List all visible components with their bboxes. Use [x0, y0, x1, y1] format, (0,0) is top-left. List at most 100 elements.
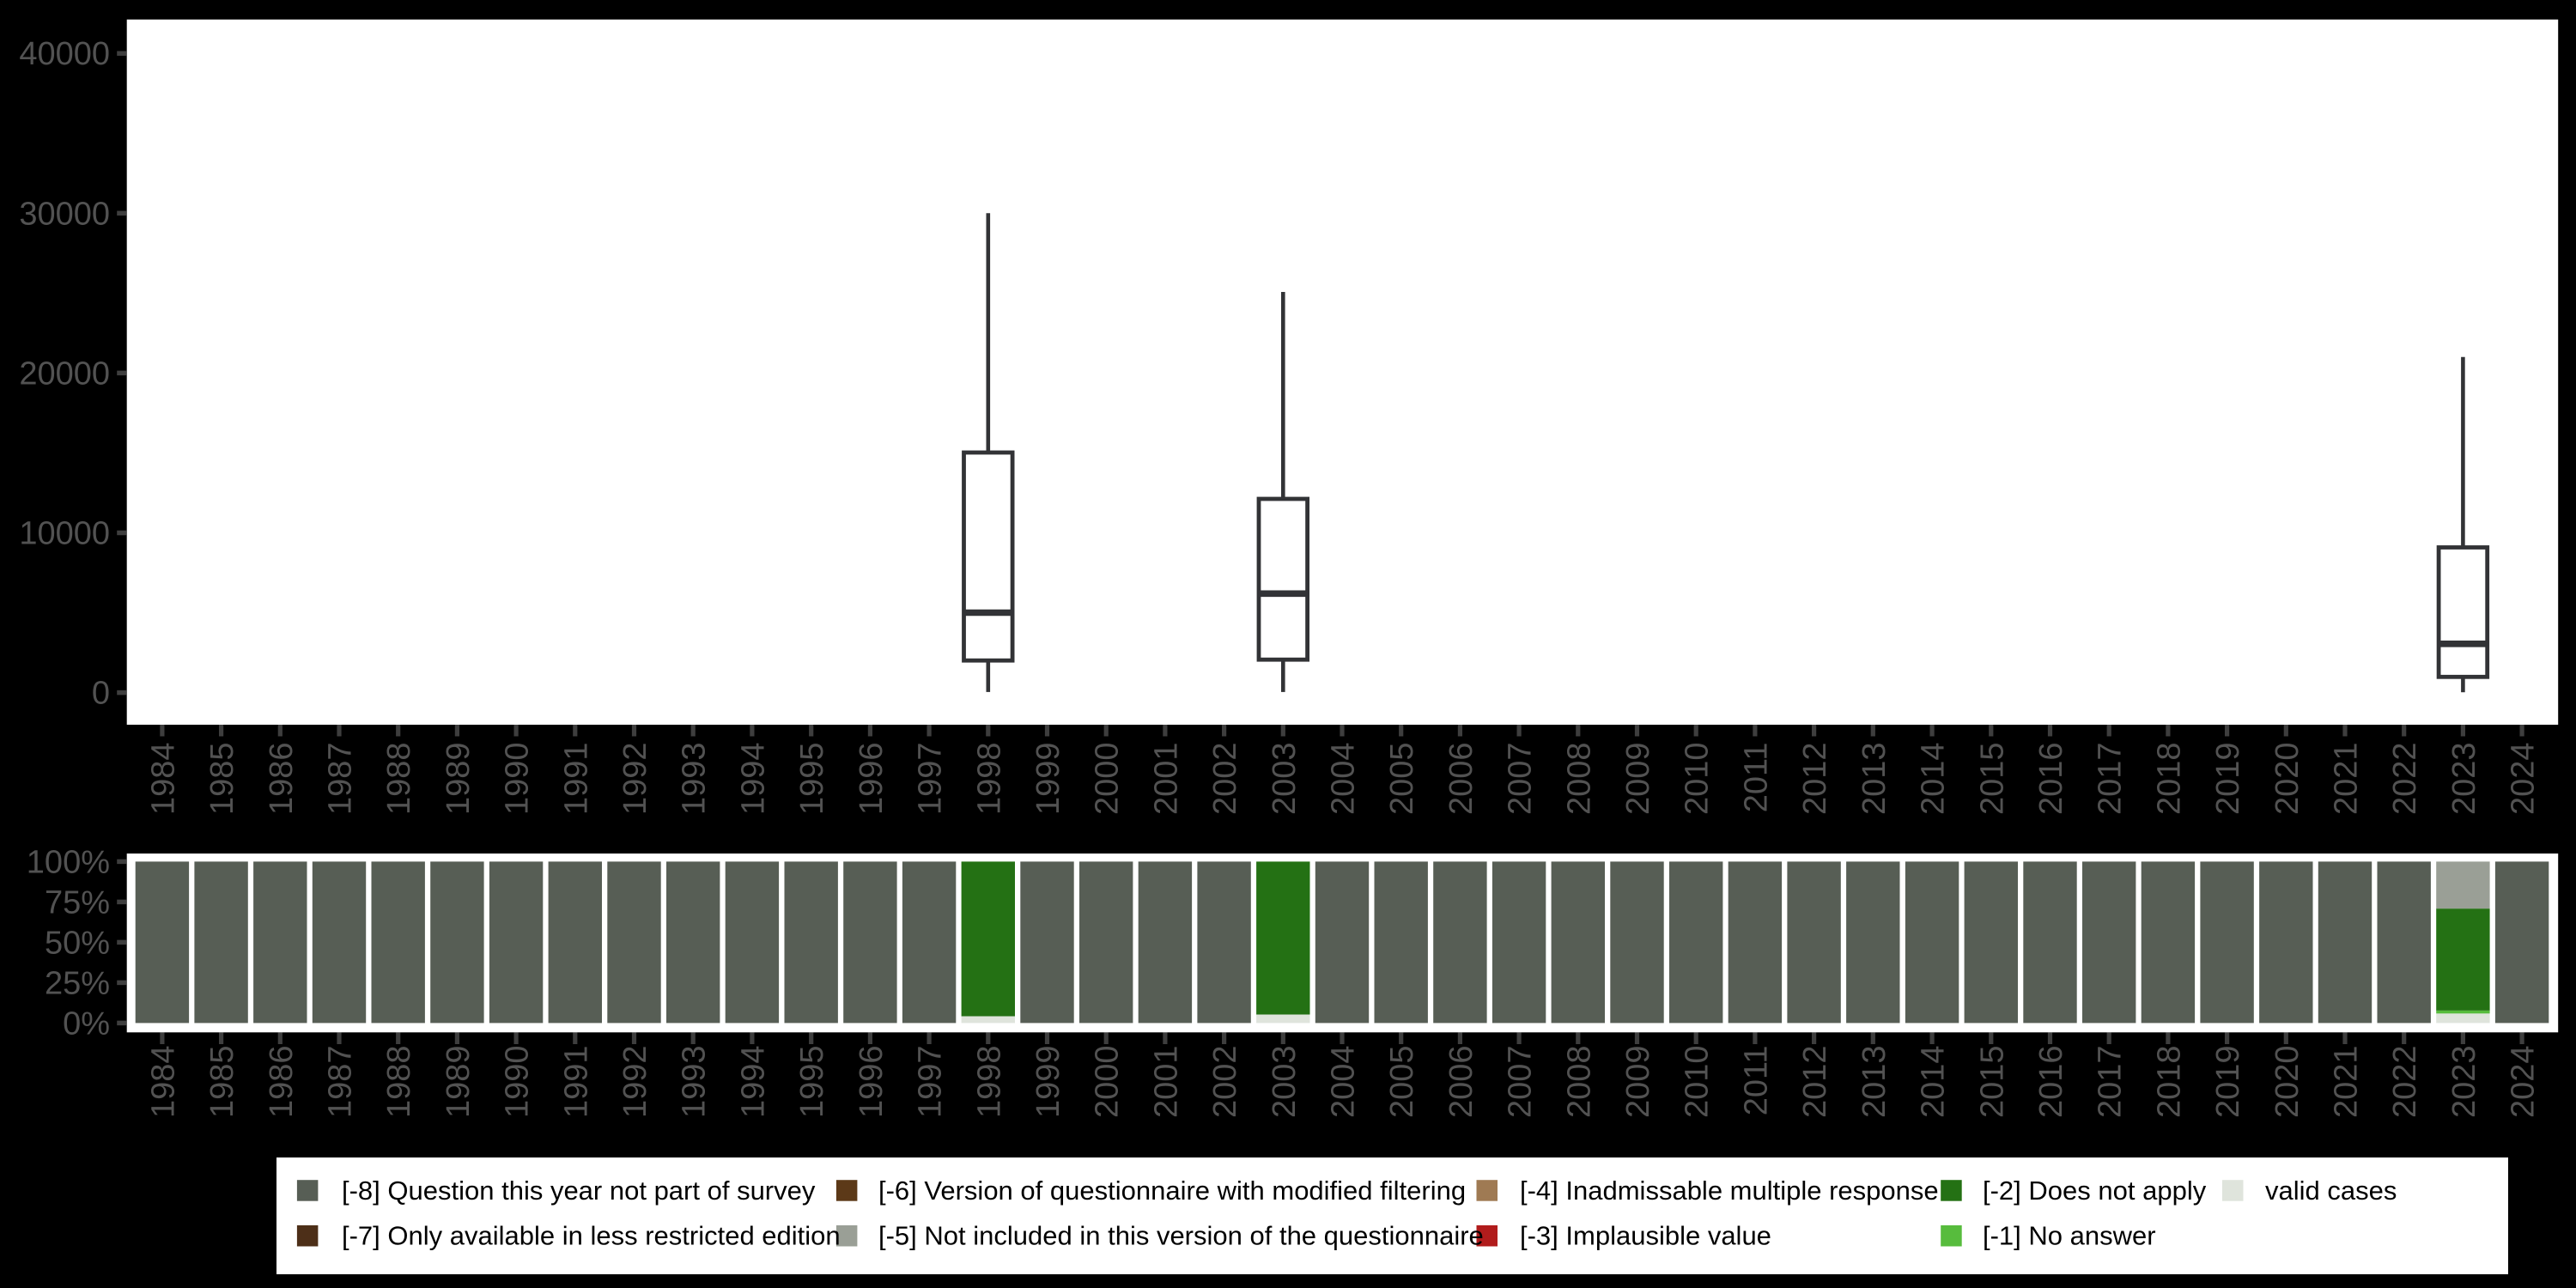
svg-text:2015: 2015 — [1974, 1046, 2010, 1119]
svg-text:1990: 1990 — [500, 1046, 536, 1119]
svg-text:2017: 2017 — [2093, 1046, 2129, 1119]
svg-text:[-6] Version of questionnaire: [-6] Version of questionnaire with modif… — [878, 1176, 1466, 1206]
svg-text:2020: 2020 — [2269, 743, 2306, 816]
svg-text:[-4] Inadmissable multiple res: [-4] Inadmissable multiple response — [1520, 1176, 1939, 1206]
svg-text:50%: 50% — [45, 925, 110, 961]
svg-text:2010: 2010 — [1680, 1046, 1716, 1119]
svg-text:2011: 2011 — [1738, 743, 1774, 813]
svg-text:1993: 1993 — [677, 743, 713, 816]
svg-text:2018: 2018 — [2151, 743, 2187, 816]
svg-text:valid cases: valid cases — [2265, 1176, 2397, 1206]
svg-text:2021: 2021 — [2329, 1046, 2365, 1119]
svg-text:0%: 0% — [63, 1005, 110, 1042]
svg-text:2006: 2006 — [1443, 743, 1479, 816]
svg-text:2011: 2011 — [1738, 1046, 1774, 1116]
svg-text:1998: 1998 — [971, 743, 1007, 816]
svg-text:2008: 2008 — [1561, 743, 1597, 816]
svg-text:2019: 2019 — [2210, 1046, 2246, 1119]
svg-text:2016: 2016 — [2033, 743, 2069, 816]
svg-text:2015: 2015 — [1974, 743, 2010, 816]
svg-text:2012: 2012 — [1797, 1046, 1833, 1119]
svg-text:[-5] Not included in this vers: [-5] Not included in this version of the… — [878, 1221, 1484, 1251]
svg-text:2009: 2009 — [1620, 1046, 1656, 1119]
svg-text:2024: 2024 — [2506, 743, 2542, 816]
svg-text:1995: 1995 — [794, 1046, 830, 1119]
svg-text:1997: 1997 — [913, 743, 949, 816]
svg-text:1994: 1994 — [735, 1046, 771, 1119]
svg-text:[-7] Only available in less re: [-7] Only available in less restricted e… — [342, 1221, 841, 1251]
svg-text:1988: 1988 — [381, 1046, 417, 1119]
svg-text:1984: 1984 — [145, 1046, 181, 1119]
svg-text:[-8] Question this year not pa: [-8] Question this year not part of surv… — [342, 1176, 816, 1206]
svg-text:1991: 1991 — [558, 743, 594, 816]
svg-text:2007: 2007 — [1503, 743, 1539, 816]
svg-text:2019: 2019 — [2210, 743, 2246, 816]
svg-text:1999: 1999 — [1030, 743, 1066, 816]
svg-text:2022: 2022 — [2387, 1046, 2423, 1119]
svg-text:10000: 10000 — [19, 516, 110, 552]
svg-text:2009: 2009 — [1620, 743, 1656, 816]
svg-text:2022: 2022 — [2387, 743, 2423, 816]
svg-text:1996: 1996 — [854, 1046, 890, 1119]
svg-text:1993: 1993 — [677, 1046, 713, 1119]
svg-text:1984: 1984 — [145, 743, 181, 816]
svg-text:2023: 2023 — [2446, 743, 2482, 816]
svg-text:1988: 1988 — [381, 743, 417, 816]
svg-text:20000: 20000 — [19, 355, 110, 392]
svg-text:1985: 1985 — [204, 1046, 240, 1119]
svg-text:1998: 1998 — [971, 1046, 1007, 1119]
svg-text:2007: 2007 — [1503, 1046, 1539, 1119]
svg-text:1987: 1987 — [323, 743, 359, 816]
svg-text:2003: 2003 — [1267, 1046, 1303, 1119]
svg-text:1992: 1992 — [617, 743, 653, 816]
svg-text:2006: 2006 — [1443, 1046, 1479, 1119]
svg-text:30000: 30000 — [19, 196, 110, 232]
svg-text:2002: 2002 — [1207, 1046, 1243, 1119]
svg-text:1986: 1986 — [264, 1046, 300, 1119]
svg-text:2013: 2013 — [1856, 743, 1893, 816]
svg-text:2000: 2000 — [1090, 1046, 1126, 1119]
svg-text:2020: 2020 — [2269, 1046, 2306, 1119]
svg-text:2014: 2014 — [1916, 1046, 1952, 1119]
svg-text:1999: 1999 — [1030, 1046, 1066, 1119]
svg-text:40000: 40000 — [19, 36, 110, 72]
svg-text:[-2] Does not apply: [-2] Does not apply — [1983, 1176, 2207, 1206]
svg-text:2012: 2012 — [1797, 743, 1833, 816]
svg-text:1987: 1987 — [323, 1046, 359, 1119]
svg-text:2004: 2004 — [1326, 743, 1362, 816]
svg-text:1995: 1995 — [794, 742, 830, 815]
svg-text:2010: 2010 — [1680, 743, 1716, 816]
svg-text:1994: 1994 — [735, 743, 771, 816]
svg-text:2024: 2024 — [2506, 1046, 2542, 1119]
svg-text:75%: 75% — [45, 884, 110, 920]
svg-text:2016: 2016 — [2033, 1046, 2069, 1119]
svg-text:2017: 2017 — [2093, 743, 2129, 816]
svg-text:0: 0 — [92, 676, 110, 712]
svg-text:2023: 2023 — [2446, 1046, 2482, 1119]
svg-text:2001: 2001 — [1148, 743, 1184, 816]
svg-text:2004: 2004 — [1326, 1046, 1362, 1119]
svg-text:1989: 1989 — [440, 1046, 477, 1119]
svg-text:[-1] No answer: [-1] No answer — [1983, 1221, 2156, 1251]
svg-text:1997: 1997 — [913, 1046, 949, 1119]
svg-text:2002: 2002 — [1207, 743, 1243, 816]
svg-text:1986: 1986 — [264, 743, 300, 816]
svg-text:1989: 1989 — [440, 743, 477, 816]
svg-text:2014: 2014 — [1916, 743, 1952, 816]
svg-text:2008: 2008 — [1561, 1046, 1597, 1119]
svg-text:1992: 1992 — [617, 1046, 653, 1119]
svg-text:1985: 1985 — [204, 743, 240, 816]
svg-text:2001: 2001 — [1148, 1046, 1184, 1119]
svg-text:2003: 2003 — [1267, 743, 1303, 816]
svg-text:2018: 2018 — [2151, 1046, 2187, 1119]
svg-text:2005: 2005 — [1384, 1046, 1420, 1119]
svg-text:100%: 100% — [27, 844, 110, 880]
svg-text:2021: 2021 — [2329, 743, 2365, 816]
svg-text:2000: 2000 — [1090, 743, 1126, 816]
svg-text:2005: 2005 — [1384, 743, 1420, 816]
svg-text:1996: 1996 — [854, 743, 890, 816]
svg-text:2013: 2013 — [1856, 1046, 1893, 1119]
svg-text:1990: 1990 — [500, 743, 536, 816]
svg-text:25%: 25% — [45, 965, 110, 1001]
svg-text:[-3] Implausible value: [-3] Implausible value — [1520, 1221, 1771, 1251]
